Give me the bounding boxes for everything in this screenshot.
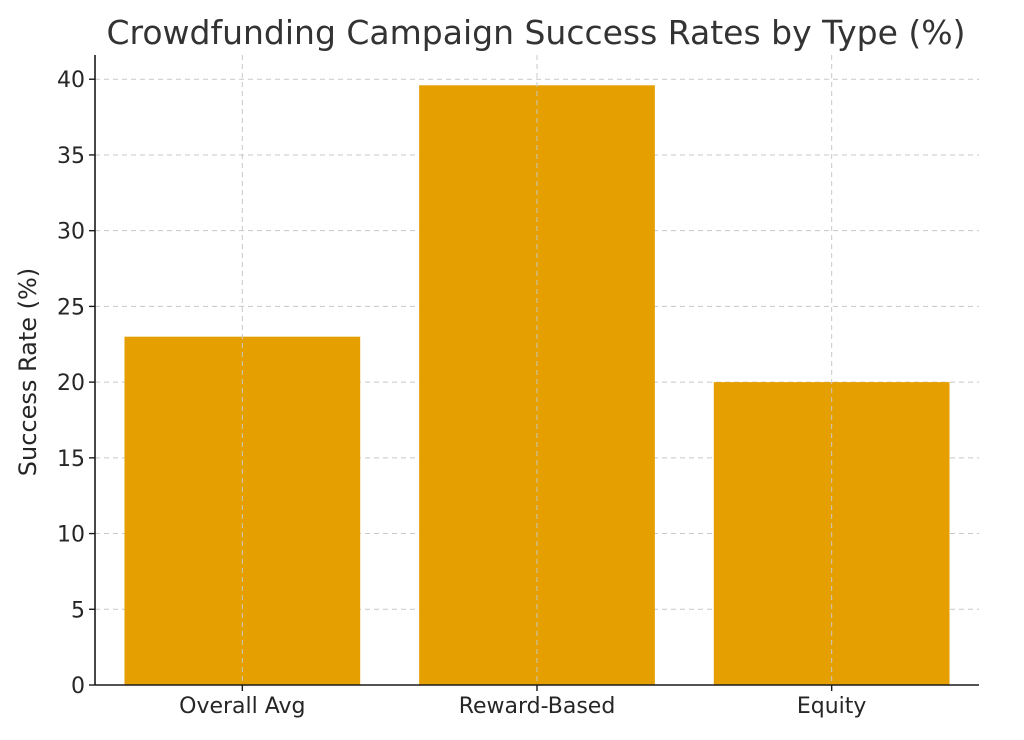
y-ticks: 0 5 10 15 20 25 30 35 40 [57, 68, 95, 699]
y-tick-label: 25 [57, 295, 85, 320]
x-grid-lines [241, 55, 833, 685]
y-tick-label: 35 [57, 144, 85, 169]
x-tick-label: Reward-Based [459, 694, 616, 719]
y-tick-label: 0 [71, 674, 85, 699]
x-tick-label: Equity [797, 694, 867, 719]
y-tick-label: 40 [57, 68, 85, 93]
y-tick-label: 30 [57, 220, 85, 245]
x-tick-label: Overall Avg [179, 694, 305, 719]
y-tick-label: 10 [57, 523, 85, 548]
y-tick-label: 20 [57, 371, 85, 396]
chart-title: Crowdfunding Campaign Success Rates by T… [106, 13, 965, 52]
y-axis-label: Success Rate (%) [14, 268, 42, 476]
x-ticks: Overall Avg Reward-Based Equity [179, 685, 866, 719]
y-tick-label: 5 [71, 598, 85, 623]
y-tick-label: 15 [57, 447, 85, 472]
